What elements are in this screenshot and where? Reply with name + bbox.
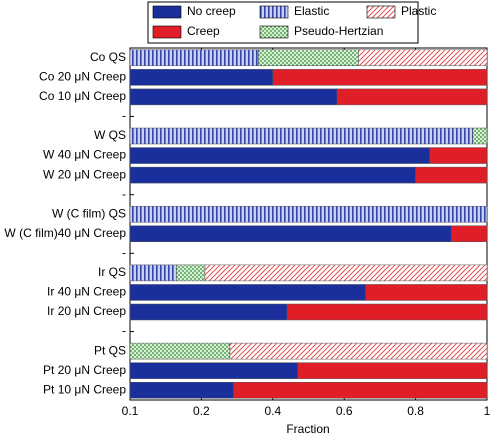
y-tick-label: Ir 20 μN Creep (47, 304, 126, 318)
y-tick-label: W (C film)40 μN Creep (4, 226, 126, 240)
bar-segment (272, 69, 488, 86)
bar-segment (415, 166, 488, 184)
legend-swatch (152, 25, 182, 39)
legend-label: Elastic (294, 4, 329, 18)
bar-segment (429, 147, 488, 164)
y-tick-label: Co 20 μN Creep (39, 70, 126, 84)
legend-label: Creep (187, 24, 220, 38)
legend-label: Plastic (401, 4, 436, 18)
bar-segment (129, 147, 431, 164)
legend-swatch (366, 5, 396, 19)
bar-segment (365, 284, 488, 301)
x-tick-label: 0.6 (336, 404, 353, 418)
y-tick-label: Ir 40 μN Creep (47, 285, 126, 299)
bar-segment (472, 127, 488, 145)
y-tick-label: - (122, 109, 126, 123)
bar-segment (176, 264, 206, 282)
y-tick-label: - (122, 187, 126, 201)
bar-segment (129, 225, 452, 243)
y-tick-label: Pt QS (94, 343, 126, 357)
x-tick-label: 0.4 (264, 404, 281, 418)
x-tick-label: 0.8 (407, 404, 424, 418)
y-tick-label: Ir QS (98, 265, 126, 279)
bar-segment (233, 381, 488, 399)
y-tick-label: Co QS (90, 50, 126, 64)
bar-segment (286, 303, 488, 321)
bar-segment (336, 88, 488, 106)
bar-segment (129, 205, 488, 223)
bar-segment (451, 225, 488, 243)
x-tick-label: 1 (484, 404, 491, 418)
x-tick-label: 0.1 (122, 404, 139, 418)
bar-segment (129, 381, 234, 399)
y-tick-label: - (122, 324, 126, 338)
bar-segment (129, 264, 177, 282)
legend-label: Pseudo-Hertzian (294, 24, 383, 38)
y-tick-label: W 20 μN Creep (43, 167, 126, 181)
x-axis-label: Fraction (286, 422, 329, 436)
y-tick-label: Co 10 μN Creep (39, 89, 126, 103)
bar-segment (129, 127, 473, 145)
y-tick-label: Pt 10 μN Creep (43, 382, 126, 396)
bar-segment (129, 88, 338, 106)
y-tick-label: W (C film) QS (52, 206, 126, 220)
bar-segment (129, 303, 288, 321)
bar-segment (297, 362, 488, 379)
bar-segment (358, 49, 488, 67)
y-tick-label: W QS (94, 128, 126, 142)
x-tick-label: 0.2 (193, 404, 210, 418)
bar-segment (129, 49, 259, 67)
y-tick-label: W 40 μN Creep (43, 148, 126, 162)
bar-segment (129, 362, 299, 379)
legend-swatch (152, 5, 182, 19)
bar-segment (129, 284, 366, 301)
bar-segment (129, 69, 274, 86)
bar-segment (129, 166, 416, 184)
legend-swatch (259, 5, 289, 19)
plot-frame (129, 47, 488, 401)
bar-segment (258, 49, 359, 67)
bar-segment (129, 342, 231, 360)
bar-segment (204, 264, 488, 282)
legend-swatch (259, 25, 289, 39)
y-tick-label: - (122, 246, 126, 260)
legend-label: No creep (187, 4, 236, 18)
y-tick-label: Pt 20 μN Creep (43, 363, 126, 377)
bar-segment (229, 342, 488, 360)
